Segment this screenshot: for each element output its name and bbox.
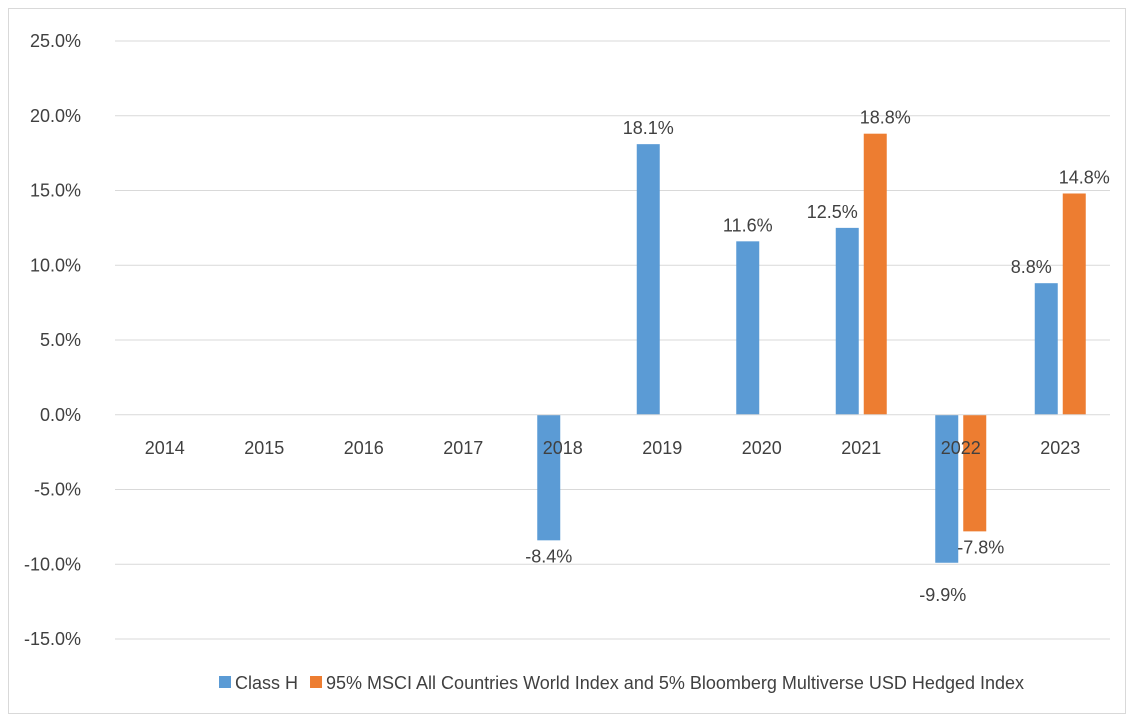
legend: Class H 95% MSCI All Countries World Inde… [219, 673, 1024, 693]
bar-class-h-2021 [835, 227, 859, 415]
bar-class-h-2020 [736, 241, 760, 415]
x-category-label: 2021 [841, 438, 881, 458]
y-tick-label: 10.0% [30, 255, 81, 275]
data-label-benchmark-2023: 14.8% [1059, 167, 1110, 187]
legend-swatch [310, 676, 323, 688]
x-axis-category-labels: 2014 2015 2016 2017 2018 2019 2020 2021 2022 2023 [145, 438, 1081, 458]
data-labels: -8.4% 18.1% 11.6% 12.5% 18.8% -9.9% -7.8% 8.8% 1… [525, 108, 1110, 605]
y-tick-label: 25.0% [30, 31, 81, 51]
legend-label: 95% MSCI All Countries World Index and 5… [326, 673, 1024, 693]
x-category-label: 2018 [543, 438, 583, 458]
bar-class-h-2023 [1034, 283, 1058, 415]
chart-frame [8, 8, 1126, 714]
data-label-class-h-2023: 8.8% [1011, 257, 1052, 277]
bar-benchmark-2023 [1062, 193, 1086, 415]
y-tick-label: 20.0% [30, 106, 81, 126]
data-label-class-h-2020: 11.6% [723, 215, 773, 235]
bars [537, 133, 1086, 563]
y-tick-label: 15.0% [30, 181, 81, 201]
data-label-class-h-2022: -9.9% [919, 585, 966, 605]
x-category-label: 2022 [941, 438, 981, 458]
bar-benchmark-2022 [963, 414, 987, 532]
data-label-class-h-2018: -8.4% [525, 546, 572, 566]
x-category-label: 2014 [145, 438, 185, 458]
y-tick-label: -5.0% [34, 480, 81, 500]
bar-benchmark-2021 [863, 133, 887, 415]
bar-class-h-2018 [537, 414, 561, 541]
y-tick-label: -10.0% [24, 554, 81, 574]
data-label-benchmark-2022: -7.8% [957, 537, 1004, 557]
y-axis-tick-labels: 25.0% 20.0% 15.0% 10.0% 5.0% 0.0% -5.0% -10.0% -… [24, 31, 81, 649]
x-category-label: 2016 [344, 438, 384, 458]
x-category-label: 2023 [1040, 438, 1080, 458]
data-label-class-h-2021: 12.5% [807, 202, 858, 222]
bar-class-h-2019 [636, 144, 660, 415]
y-tick-label: -15.0% [24, 629, 81, 649]
x-category-label: 2017 [443, 438, 483, 458]
data-label-class-h-2019: 18.1% [623, 118, 674, 138]
x-category-label: 2020 [742, 438, 782, 458]
y-tick-label: 5.0% [40, 330, 81, 350]
y-tick-label: 0.0% [40, 405, 81, 425]
x-category-label: 2015 [244, 438, 284, 458]
bar-class-h-2022 [935, 414, 959, 563]
x-category-label: 2019 [642, 438, 682, 458]
legend-swatch [219, 676, 231, 688]
legend-label: Class H [235, 673, 298, 693]
data-label-benchmark-2021: 18.8% [860, 108, 911, 128]
